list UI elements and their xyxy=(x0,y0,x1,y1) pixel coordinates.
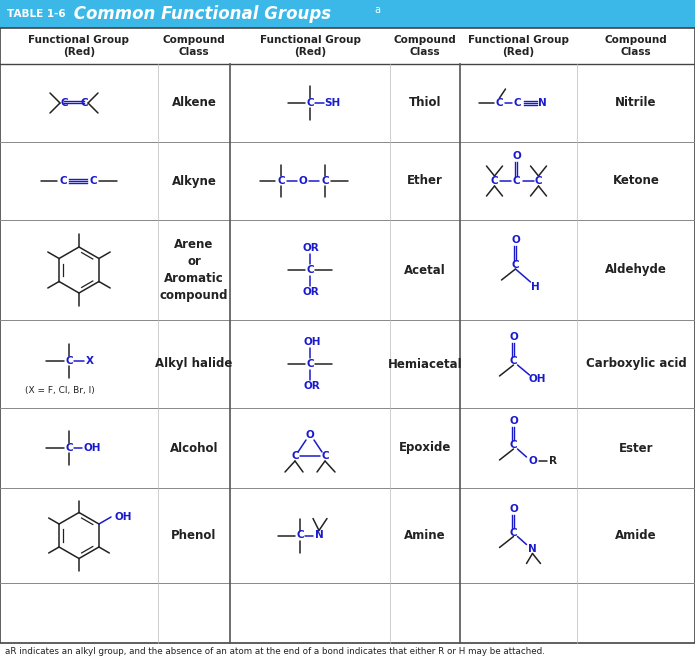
Text: Amine: Amine xyxy=(404,529,445,542)
Text: C: C xyxy=(65,356,73,366)
Text: C: C xyxy=(296,531,304,541)
Text: Common Functional Groups: Common Functional Groups xyxy=(68,5,331,23)
Text: O: O xyxy=(306,430,314,440)
Text: C: C xyxy=(512,260,519,270)
Text: C: C xyxy=(496,98,503,108)
Text: N: N xyxy=(528,543,537,553)
Text: Amide: Amide xyxy=(615,529,657,542)
Text: Nitrile: Nitrile xyxy=(615,97,657,110)
Text: Aldehyde: Aldehyde xyxy=(605,264,667,276)
Text: C: C xyxy=(59,176,67,186)
Text: Acetal: Acetal xyxy=(404,264,446,276)
Text: N: N xyxy=(538,98,547,108)
Text: Functional Group
(Red): Functional Group (Red) xyxy=(28,35,129,58)
Text: Ether: Ether xyxy=(407,175,443,188)
Text: Ketone: Ketone xyxy=(612,175,660,188)
Text: C: C xyxy=(509,527,517,537)
Text: a: a xyxy=(374,5,380,15)
Text: Functional Group
(Red): Functional Group (Red) xyxy=(468,35,569,58)
Text: R: R xyxy=(548,456,557,466)
Text: N: N xyxy=(315,531,323,541)
Text: (X = F, Cl, Br, I): (X = F, Cl, Br, I) xyxy=(25,385,95,395)
Text: Alkyl halide: Alkyl halide xyxy=(155,358,233,371)
Text: Hemiacetal: Hemiacetal xyxy=(388,358,462,371)
Text: C: C xyxy=(509,440,517,450)
Text: SH: SH xyxy=(324,98,340,108)
Text: C: C xyxy=(491,176,498,186)
Text: O: O xyxy=(509,504,518,514)
Text: Alcohol: Alcohol xyxy=(170,442,218,455)
Text: C: C xyxy=(80,98,88,108)
Text: OH: OH xyxy=(529,374,546,384)
Text: Carboxylic acid: Carboxylic acid xyxy=(586,358,687,371)
Text: O: O xyxy=(512,151,521,161)
Text: OR: OR xyxy=(302,287,320,297)
Text: Alkene: Alkene xyxy=(172,97,216,110)
Text: C: C xyxy=(60,98,68,108)
Text: aR indicates an alkyl group, and the absence of an atom at the end of a bond ind: aR indicates an alkyl group, and the abs… xyxy=(5,648,545,656)
Text: O: O xyxy=(509,416,518,426)
Text: C: C xyxy=(534,176,542,186)
Text: Arene
or
Aromatic
compound: Arene or Aromatic compound xyxy=(160,238,228,302)
Text: Phenol: Phenol xyxy=(171,529,217,542)
Text: O: O xyxy=(528,456,537,466)
Text: Compound
Class: Compound Class xyxy=(393,35,457,58)
Text: C: C xyxy=(306,98,314,108)
Text: OR: OR xyxy=(302,243,320,253)
Text: C: C xyxy=(513,176,521,186)
Text: O: O xyxy=(509,332,518,342)
Text: OH: OH xyxy=(83,443,101,453)
Text: C: C xyxy=(514,98,521,108)
Text: C: C xyxy=(277,176,285,186)
Text: Compound
Class: Compound Class xyxy=(605,35,667,58)
Text: Ester: Ester xyxy=(619,442,653,455)
Text: Compound
Class: Compound Class xyxy=(163,35,225,58)
Text: C: C xyxy=(509,356,517,366)
Text: C: C xyxy=(321,451,329,461)
Text: X: X xyxy=(86,356,94,366)
Text: OR: OR xyxy=(304,381,320,391)
Text: C: C xyxy=(89,176,97,186)
Text: TABLE 1-6: TABLE 1-6 xyxy=(7,9,65,19)
Text: Epoxide: Epoxide xyxy=(399,442,451,455)
Text: O: O xyxy=(299,176,307,186)
Text: OH: OH xyxy=(303,337,321,347)
Text: H: H xyxy=(531,282,540,292)
Text: C: C xyxy=(321,176,329,186)
Text: C: C xyxy=(306,359,314,369)
Text: O: O xyxy=(511,235,520,245)
Text: OH: OH xyxy=(114,512,132,522)
Bar xyxy=(0,0,695,28)
Text: Functional Group
(Red): Functional Group (Red) xyxy=(259,35,361,58)
Text: Alkyne: Alkyne xyxy=(172,175,216,188)
Text: C: C xyxy=(65,443,73,453)
Text: Thiol: Thiol xyxy=(409,97,441,110)
Text: C: C xyxy=(306,265,314,275)
Text: C: C xyxy=(291,451,299,461)
